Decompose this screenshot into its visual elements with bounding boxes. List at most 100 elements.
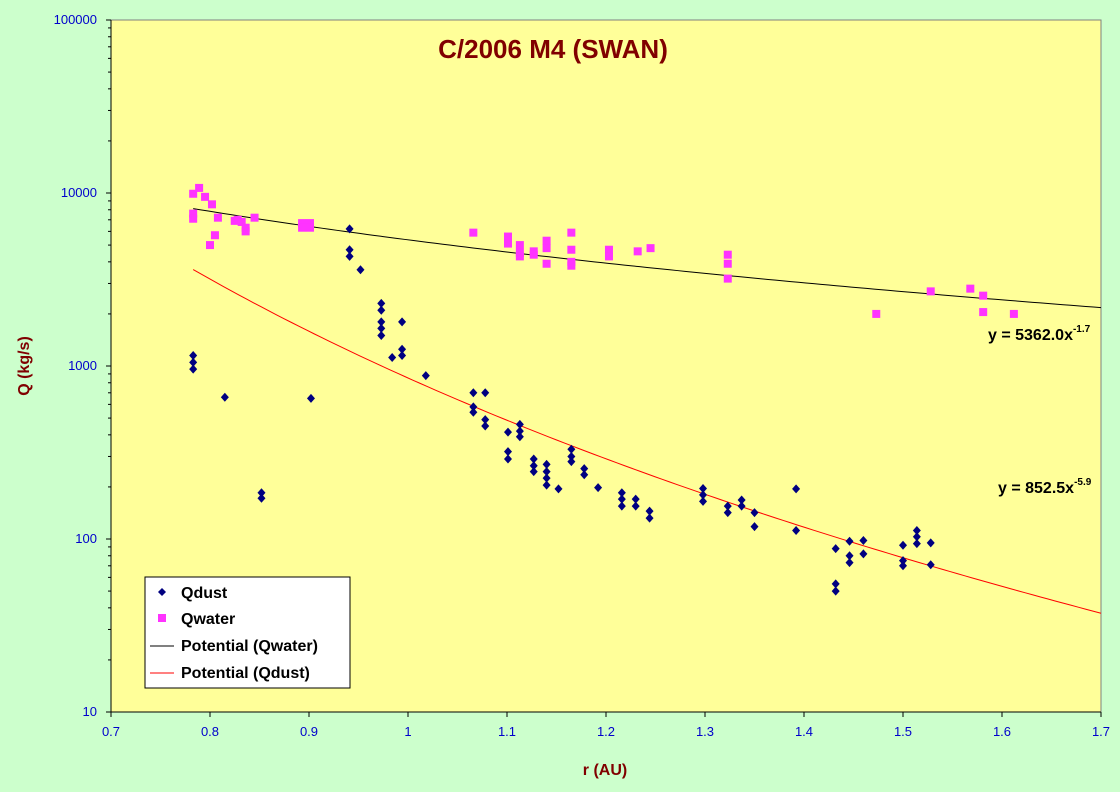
qwater-point [250,213,259,222]
qwater-fit-equation-exponent: -1.7 [1073,324,1091,335]
qdust-point [503,447,512,457]
x-ticks: 0.7 0.8 0.9 1 1.1 1.2 1.3 1.4 1.5 1.6 1.7 [102,712,1110,739]
qwater-point [723,250,732,259]
legend: Qdust Qwater Potential (Qwater) Potentia… [144,576,351,689]
qdust-point [750,508,759,518]
qdust-point [567,457,576,467]
qwater-point [872,309,881,318]
legend-qwater-label: Qwater [181,611,235,628]
qwater-point [542,244,551,253]
qdust-point [469,407,478,417]
qdust-point [356,265,365,275]
qwater-point [469,228,478,237]
qdust-point [481,421,490,431]
qdust-point [388,352,397,362]
qdust-point [912,539,921,549]
qdust-point [699,483,708,493]
qdust-point [421,371,430,381]
legend-qwater-fit-label: Potential (Qwater) [181,638,318,655]
qwater-point [646,244,655,253]
qdust-point [631,501,640,511]
qdust-point [469,388,478,398]
x-tick-label: 1.6 [993,724,1011,739]
qdust-point [398,350,407,360]
qwater-point [542,236,551,245]
qdust-point [554,484,563,494]
legend-qwater-marker [158,614,166,622]
qdust-point [306,393,315,403]
qdust-point [899,561,907,571]
qdust-point [699,490,708,500]
x-tick-label: 0.7 [102,724,120,739]
qdust-point [912,532,921,542]
y-axis-title: Q (kg/s) [16,336,33,396]
qdust-fit-equation-base: y = 852.5x [998,480,1074,497]
qdust-point [617,488,626,498]
qwater-point [604,245,613,254]
qdust-point [542,459,551,469]
qdust-point [723,501,732,511]
qdust-point [631,494,640,504]
qdust-point [594,483,603,493]
qdust-point [189,364,198,374]
qwater-point [298,223,307,232]
qdust-point [926,538,935,548]
qdust-point [529,461,538,471]
qdust-point [723,508,732,518]
qwater-point [305,219,314,228]
qdust-point [645,513,654,523]
qdust-point [792,525,801,535]
qdust-point [567,451,576,461]
qdust-point [377,323,386,333]
qdust-point [398,317,407,327]
qdust-point [220,392,229,402]
qdust-point [831,579,840,589]
qdust-point [845,551,854,561]
qwater-point [207,200,216,209]
qdust-point [515,419,524,429]
qdust-point [580,464,589,474]
qdust-point [503,454,512,464]
x-tick-label: 1.1 [498,724,516,739]
qdust-point [398,344,407,354]
qwater-point [567,245,576,254]
qwater-point [604,252,613,261]
qdust-point [377,298,386,308]
fit-lines [192,208,1102,614]
x-tick-label: 1.5 [894,724,912,739]
x-tick-label: 1.7 [1092,724,1110,739]
qdust-point [542,480,551,490]
qdust-fit-equation: y = 852.5x-5.9 [998,477,1092,497]
qdust-point [345,245,354,255]
qwater-point [633,247,642,256]
qwater-point [723,259,732,268]
qdust-point [617,501,626,511]
qwater-point [195,183,204,192]
legend-qdust-marker [158,588,166,596]
qdust-point [377,317,386,327]
y-tick-label: 100 [75,531,97,546]
x-axis-title: r (AU) [583,762,627,779]
qdust-point [645,506,654,516]
y-ticks: 10 100 1000 10000 100000 [54,12,111,719]
qdust-point [845,558,854,568]
qwater-point [241,227,250,236]
qdust-point [567,444,576,454]
qdust-point [377,305,386,315]
x-tick-label: 1.4 [795,724,813,739]
qdust-point [899,540,907,550]
qdust-point [899,556,907,566]
qwater-point [723,274,732,283]
potential-qwater-line [193,208,1102,309]
qdust-point [481,415,490,425]
x-tick-label: 1 [404,724,411,739]
qdust-point [792,484,801,494]
qdust-point [542,467,551,477]
qdust-point [345,251,354,261]
qdust-point [926,560,935,570]
qwater-point [189,214,198,223]
qwater-point [567,228,576,237]
qwater-point [567,261,576,270]
qwater-point [206,241,214,250]
